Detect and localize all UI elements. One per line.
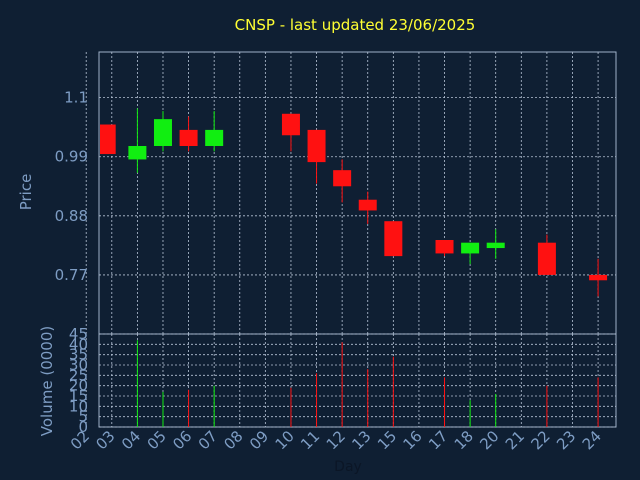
candle-body	[179, 129, 198, 146]
x-tick-label: 07	[195, 427, 221, 453]
price-tick-label: 0.77	[55, 266, 88, 284]
volume-tick-label: 25	[69, 366, 88, 384]
candle-body	[333, 170, 352, 187]
candle-body	[307, 129, 326, 163]
candle-body	[435, 240, 454, 254]
candlestick	[537, 234, 556, 275]
volume-tick-label: 0	[78, 418, 88, 436]
x-tick-label: 13	[348, 427, 374, 453]
price-panel: 1.1 0.99 0.88 0.77	[55, 51, 617, 335]
x-tick-label: 23	[553, 427, 579, 453]
candlestick	[358, 191, 377, 224]
x-tick-label: 04	[118, 427, 144, 453]
x-tick-label: 02	[67, 427, 93, 453]
x-axis-label: Day	[334, 459, 362, 475]
candlestick	[100, 124, 116, 155]
volume-tick-label: 10	[69, 397, 88, 415]
x-tick-label: 22	[527, 427, 553, 453]
x-tick-label: 24	[579, 427, 605, 453]
volume-tick-label: 20	[69, 377, 88, 395]
price-plot-frame	[98, 51, 617, 335]
candle-body	[384, 221, 403, 257]
volume-tick-label: 40	[69, 335, 88, 353]
volume-tick-label: 15	[69, 387, 88, 405]
candlestick	[179, 116, 198, 152]
x-tick-label: 06	[169, 427, 195, 453]
price-tick-label: 0.88	[55, 207, 88, 225]
x-tick-label: 11	[297, 427, 323, 453]
candlestick	[281, 113, 300, 152]
x-tick-label: 15	[374, 427, 400, 453]
x-tick-label: 18	[451, 427, 477, 453]
x-tick-label: 21	[502, 427, 528, 453]
x-tick-label: 09	[246, 427, 272, 453]
x-tick-label: 17	[425, 427, 451, 453]
x-tick-label: 16	[400, 427, 426, 453]
price-tick-label: 1.1	[64, 89, 88, 107]
x-tick-label: 10	[272, 427, 298, 453]
candlestick	[205, 111, 224, 152]
volume-tick-label: 30	[69, 356, 88, 374]
candlestick	[128, 108, 147, 173]
x-tick-label: 08	[220, 427, 246, 453]
volume-tick-label: 5	[78, 408, 88, 426]
candlestick	[486, 229, 505, 259]
price-axis-label: Price	[17, 174, 35, 211]
candlestick	[589, 258, 608, 297]
candle-body	[205, 129, 224, 146]
x-tick-label: 12	[323, 427, 349, 453]
volume-plot-frame	[98, 333, 617, 428]
volume-tick-label: 45	[69, 325, 88, 343]
candle-body	[486, 242, 505, 249]
x-tick-label: 20	[476, 427, 502, 453]
candlestick	[435, 240, 454, 257]
candle-body	[537, 242, 556, 275]
candlestick	[307, 129, 326, 184]
candlestick	[384, 221, 403, 257]
volume-axis-label: Volume (0000)	[38, 326, 56, 436]
x-tick-label: 05	[144, 427, 170, 453]
candlestick	[461, 242, 480, 265]
candle-body	[153, 119, 172, 146]
price-tick-label: 0.99	[55, 148, 88, 166]
candlestick	[333, 159, 352, 203]
x-tick-label: 03	[92, 427, 118, 453]
candle-body	[589, 274, 608, 281]
candle-body	[358, 199, 377, 211]
candle-body	[281, 113, 300, 136]
candle-body	[100, 124, 116, 155]
candle-body	[128, 146, 147, 160]
candlestick	[153, 111, 172, 152]
chart-title: CNSP - last updated 23/06/2025	[235, 16, 476, 34]
volume-tick-label: 35	[69, 346, 88, 364]
candle-body	[461, 242, 480, 254]
